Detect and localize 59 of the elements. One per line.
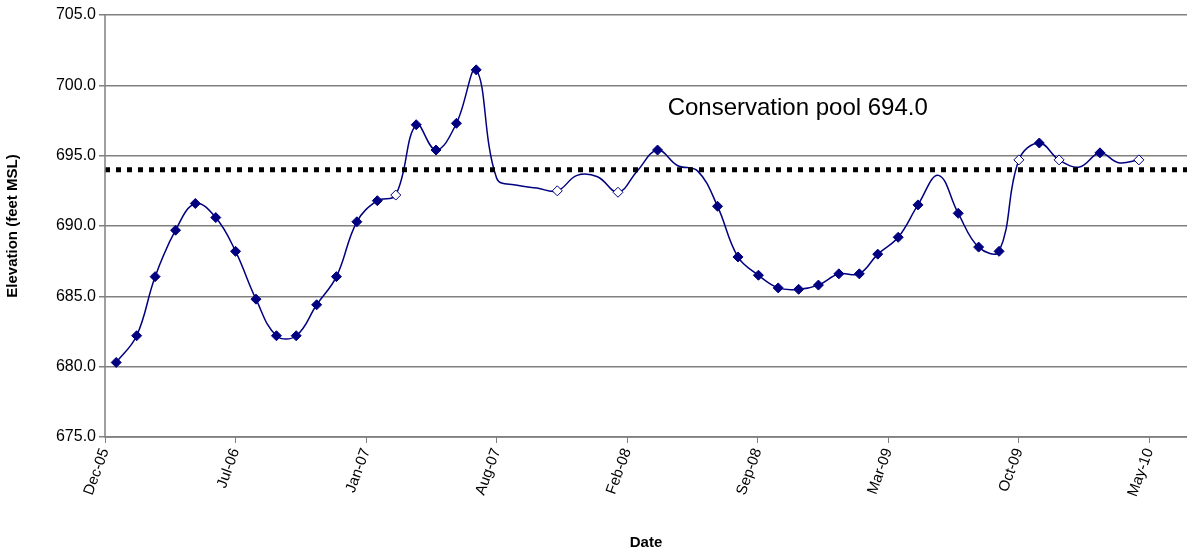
point (170, 224, 182, 236)
y-tick-label: 685.0 (55, 286, 97, 304)
point (210, 212, 222, 224)
point (872, 248, 884, 260)
point (712, 200, 724, 212)
point (270, 330, 282, 342)
point (330, 271, 342, 283)
point (793, 283, 805, 295)
point (230, 245, 242, 257)
point (250, 293, 262, 305)
point (1013, 154, 1025, 166)
point (189, 197, 201, 209)
point (410, 119, 422, 131)
point (351, 216, 363, 228)
point (973, 241, 985, 253)
point (732, 251, 744, 263)
point (1053, 154, 1065, 166)
x-tick-label: Jan-07 (341, 445, 373, 495)
x-axis-title: Date (629, 533, 663, 551)
point (290, 330, 302, 342)
point (752, 269, 764, 281)
y-tick-label: 700.0 (55, 75, 97, 93)
x-tick-label: Feb-08 (601, 445, 634, 497)
point (390, 189, 402, 201)
point (912, 199, 924, 211)
ref-line-label: Conservation pool 694.0 (667, 92, 928, 120)
point (450, 117, 462, 129)
x-tick-label: Mar-09 (862, 445, 896, 497)
x-tick-label: Jul-06 (212, 445, 243, 490)
x-tick-label: Oct-09 (994, 445, 1026, 494)
point (1133, 154, 1145, 166)
point (110, 356, 122, 368)
y-tick-label: 680.0 (55, 357, 97, 375)
point (993, 245, 1005, 257)
point (1033, 137, 1045, 149)
x-tick-label: Dec-05 (79, 445, 112, 497)
point (149, 271, 161, 283)
point (772, 282, 784, 294)
point (470, 64, 482, 76)
point (952, 207, 964, 219)
point (430, 144, 442, 156)
point (1094, 147, 1106, 159)
y-axis-title: Elevation (feet MSL) (3, 154, 21, 298)
point (131, 330, 143, 342)
x-tick-label: Sep-08 (731, 445, 765, 497)
y-tick-label: 695.0 (55, 146, 97, 164)
point (652, 144, 664, 156)
point (833, 268, 845, 280)
y-tick-label: 705.0 (55, 5, 97, 23)
y-tick-label: 675.0 (55, 427, 97, 445)
point (551, 185, 563, 197)
point (892, 231, 904, 243)
point (853, 268, 865, 280)
point (812, 279, 824, 291)
point (612, 186, 624, 198)
point (371, 195, 383, 207)
x-tick-label: Aug-07 (470, 445, 504, 497)
y-tick-label: 690.0 (55, 216, 97, 234)
point (311, 299, 323, 311)
